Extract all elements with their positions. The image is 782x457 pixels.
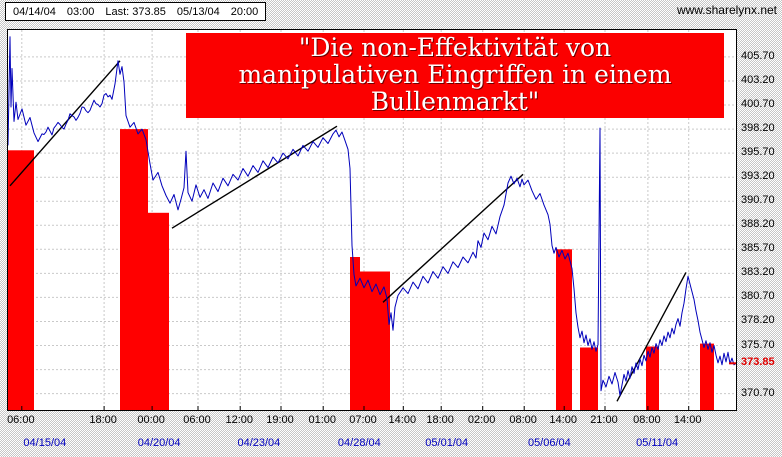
price-tick-label: 388.20: [741, 218, 775, 231]
time-tick-label: 08:00: [509, 414, 537, 426]
date-label: 04/28/04: [337, 437, 381, 449]
title-line-3: Bullenmarkt": [370, 87, 540, 116]
price-chart-svg: [8, 30, 736, 410]
price-tick-label: 385.70: [741, 242, 775, 255]
header-info-box: 04/14/04 03:00 Last: 373.85 05/13/04 20:…: [5, 2, 267, 21]
date-label: 05/01/04: [425, 437, 469, 449]
price-tick-label: 405.70: [741, 49, 775, 62]
time-tick-label: 02:00: [467, 414, 496, 426]
price-tick-label: 398.20: [741, 122, 775, 135]
last-price-tick-label: 373.85: [741, 356, 775, 369]
title-line-1: "Die non-Effektivität von: [298, 33, 612, 62]
start-time: 03:00: [66, 5, 95, 18]
date-label: 05/11/04: [636, 437, 679, 449]
price-tick-label: 375.70: [741, 338, 775, 351]
price-tick-label: 393.20: [741, 170, 775, 183]
date-label: 05/06/04: [527, 437, 571, 449]
time-tick-label: 07:00: [349, 414, 377, 426]
end-time: 20:00: [230, 5, 259, 18]
time-tick-label: 06:00: [183, 414, 211, 426]
price-tick-label: 395.70: [741, 146, 775, 159]
price-tick-label: 390.70: [741, 194, 775, 207]
time-tick-label: 14:00: [549, 414, 577, 426]
price-tick-label: 400.70: [741, 98, 775, 111]
price-tick-label: 403.20: [741, 73, 775, 86]
price-tick-label: 370.70: [741, 386, 775, 399]
time-tick-label: 18:00: [426, 414, 454, 426]
date-label: 04/23/04: [237, 437, 281, 449]
time-tick-label: 06:00: [7, 414, 35, 426]
time-tick-label: 18:00: [89, 414, 117, 426]
time-tick-label: 12:00: [225, 414, 253, 426]
time-tick-label: 08:00: [633, 414, 661, 426]
title-banner: "Die non-Effektivität von manipulativen …: [186, 33, 724, 118]
price-tick-label: 383.20: [741, 266, 775, 279]
start-date: 04/14/04: [13, 5, 56, 18]
time-tick-label: 00:00: [137, 414, 165, 426]
price-tick-label: 378.20: [741, 314, 775, 327]
date-label: 04/15/04: [23, 437, 67, 449]
end-date: 05/13/04: [176, 5, 220, 18]
date-label: 04/20/04: [137, 437, 181, 449]
time-tick-label: 14:00: [388, 414, 417, 426]
time-tick-label: 21:00: [590, 414, 618, 426]
watermark-text: www.sharelynx.net: [676, 3, 777, 17]
time-tick-label: 01:00: [308, 414, 336, 426]
last-price-readout: Last: 373.85: [105, 5, 166, 18]
time-tick-label: 19:00: [266, 414, 294, 426]
title-line-2: manipulativen Eingriffen in einem: [238, 60, 672, 89]
price-tick-label: 380.70: [741, 290, 775, 303]
time-tick-label: 14:00: [673, 414, 702, 426]
